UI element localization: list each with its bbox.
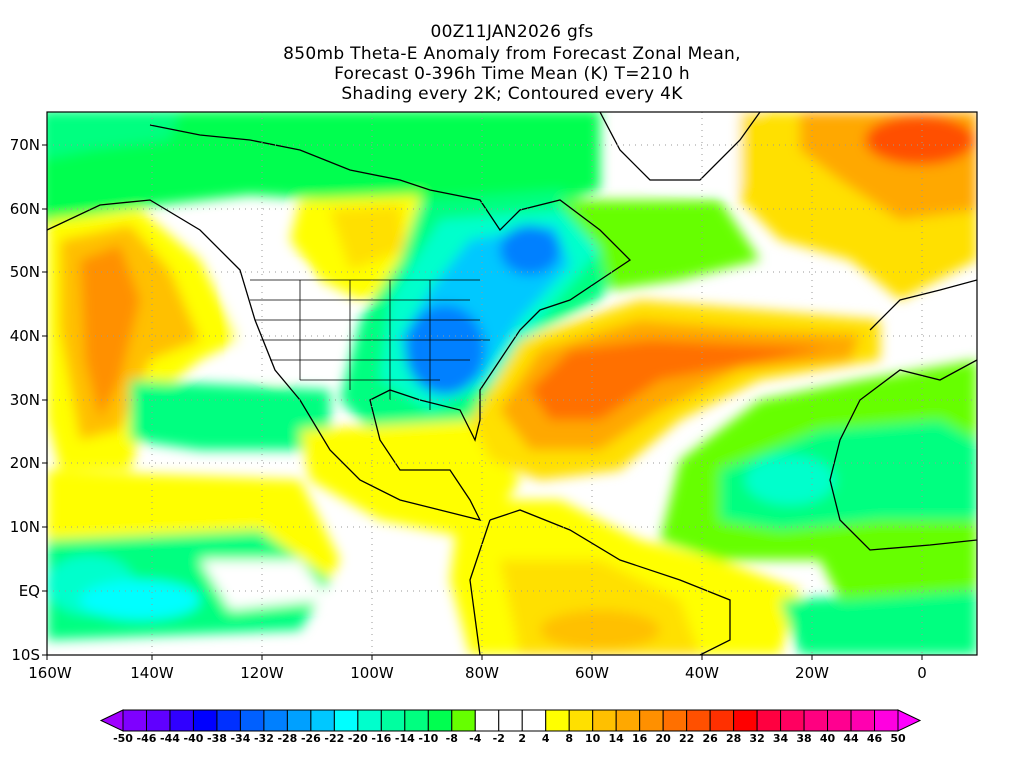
colorbar-swatch bbox=[521, 709, 547, 732]
state-borders bbox=[250, 279, 490, 410]
colorbar-swatch bbox=[192, 709, 218, 732]
lon-label: 20W bbox=[795, 664, 829, 682]
colorbar-swatch bbox=[662, 709, 688, 732]
axis-ticks bbox=[42, 144, 923, 660]
colorbar-swatch bbox=[310, 709, 335, 732]
colorbar-label: 44 bbox=[843, 732, 859, 745]
colorbar-label: -26 bbox=[300, 732, 321, 745]
colorbar-label: -32 bbox=[253, 732, 274, 745]
plot-frame bbox=[46, 111, 978, 656]
colorbar-label: -28 bbox=[277, 732, 298, 745]
colorbar-label: -34 bbox=[230, 732, 251, 745]
colorbar-label: -10 bbox=[418, 732, 439, 745]
colorbar-high-arrow bbox=[897, 709, 922, 732]
colorbar-label: -44 bbox=[160, 732, 180, 745]
colorbar-swatch bbox=[216, 709, 241, 732]
colorbar-swatch bbox=[615, 709, 641, 732]
lat-label: 40N bbox=[9, 327, 40, 345]
colorbar-label: -40 bbox=[183, 732, 204, 745]
title-variable: 850mb Theta-E Anomaly from Forecast Zona… bbox=[283, 44, 741, 64]
colorbar-label: -16 bbox=[371, 732, 392, 745]
colorbar-label: -20 bbox=[347, 732, 368, 745]
colorbar-label: -8 bbox=[445, 732, 458, 745]
colorbar-label: 20 bbox=[655, 732, 671, 745]
lon-label: 80W bbox=[465, 664, 499, 682]
colorbar-label: 8 bbox=[565, 732, 574, 745]
colorbar-swatch bbox=[803, 709, 829, 732]
colorbar-label: -38 bbox=[207, 732, 227, 745]
colorbar-swatch bbox=[850, 709, 876, 732]
colorbar-swatch bbox=[874, 709, 899, 732]
colorbar-label: -2 bbox=[492, 732, 505, 745]
colorbar-label: 46 bbox=[866, 732, 883, 745]
lat-label: EQ bbox=[18, 582, 40, 600]
lon-label: 40W bbox=[685, 664, 719, 682]
colorbar-swatch bbox=[380, 709, 406, 732]
title-shading-info: Shading every 2K; Contoured every 4K bbox=[341, 84, 683, 104]
colorbar-swatch bbox=[357, 709, 382, 732]
lat-label: 60N bbox=[9, 200, 40, 218]
colorbar-label: -4 bbox=[469, 732, 482, 745]
colorbar-label: 50 bbox=[890, 732, 906, 745]
colorbar-swatch bbox=[333, 709, 359, 732]
colorbar-swatch bbox=[286, 709, 312, 732]
colorbar-swatch bbox=[169, 709, 194, 732]
colorbar-swatch bbox=[686, 709, 711, 732]
colorbar-label: 26 bbox=[702, 732, 718, 745]
title-date-model: 00Z11JAN2026 gfs bbox=[430, 22, 594, 42]
colorbar-label: -22 bbox=[324, 732, 345, 745]
title-forecast-period: Forecast 0-396h Time Mean (K) T=210 h bbox=[334, 64, 690, 84]
lon-label: 120W bbox=[240, 664, 284, 682]
lon-label: 140W bbox=[130, 664, 174, 682]
lon-label: 100W bbox=[350, 664, 394, 682]
colorbar-swatch bbox=[639, 709, 664, 732]
colorbar-swatch bbox=[733, 709, 758, 732]
colorbar-swatch bbox=[122, 709, 147, 732]
lat-label: 20N bbox=[9, 454, 40, 472]
colorbar-label: 14 bbox=[608, 732, 624, 745]
lon-label: 160W bbox=[28, 664, 72, 682]
colorbar-swatch bbox=[756, 709, 782, 732]
colorbar-label: -14 bbox=[394, 732, 415, 745]
colorbar-label: 32 bbox=[749, 732, 765, 745]
colorbar-swatch bbox=[780, 709, 805, 732]
colorbar-swatch bbox=[568, 709, 594, 732]
lat-label: 10S bbox=[11, 646, 40, 664]
lat-label: 70N bbox=[9, 136, 40, 154]
colorbar-swatch bbox=[427, 709, 453, 732]
colorbar-label: 38 bbox=[796, 732, 812, 745]
colorbar-swatch bbox=[404, 709, 429, 732]
colorbar-label: 28 bbox=[725, 732, 742, 745]
graticule bbox=[47, 112, 977, 655]
colorbar-swatch bbox=[592, 709, 617, 732]
shaded-field bbox=[47, 112, 977, 655]
lon-label: 60W bbox=[575, 664, 609, 682]
lon-label: 0 bbox=[917, 664, 927, 682]
colorbar-swatch bbox=[709, 709, 735, 732]
colorbar-label: 22 bbox=[678, 732, 695, 745]
lat-label: 50N bbox=[9, 263, 40, 281]
colorbar-label: 10 bbox=[585, 732, 601, 745]
colorbar-swatch bbox=[498, 709, 523, 732]
colorbar-swatch bbox=[263, 709, 288, 732]
colorbar-swatch bbox=[827, 709, 852, 732]
lat-label: 10N bbox=[9, 518, 40, 536]
colorbar-label: 4 bbox=[541, 732, 550, 745]
colorbar-label: 2 bbox=[518, 732, 527, 745]
colorbar-label: 40 bbox=[819, 732, 836, 745]
colorbar-swatch bbox=[239, 709, 265, 732]
colorbar-swatch bbox=[545, 709, 570, 732]
colorbar-swatch bbox=[145, 709, 171, 732]
lat-label: 30N bbox=[9, 391, 40, 409]
colorbar-label: -50 bbox=[113, 732, 133, 745]
coastlines bbox=[47, 112, 977, 655]
colorbar-label: 16 bbox=[632, 732, 648, 745]
colorbar-low-arrow bbox=[99, 709, 124, 732]
colorbar bbox=[99, 709, 922, 732]
colorbar-swatch bbox=[451, 709, 476, 732]
colorbar-label: 34 bbox=[772, 732, 789, 745]
colorbar-label: -46 bbox=[136, 732, 157, 745]
colorbar-swatch bbox=[474, 709, 500, 732]
